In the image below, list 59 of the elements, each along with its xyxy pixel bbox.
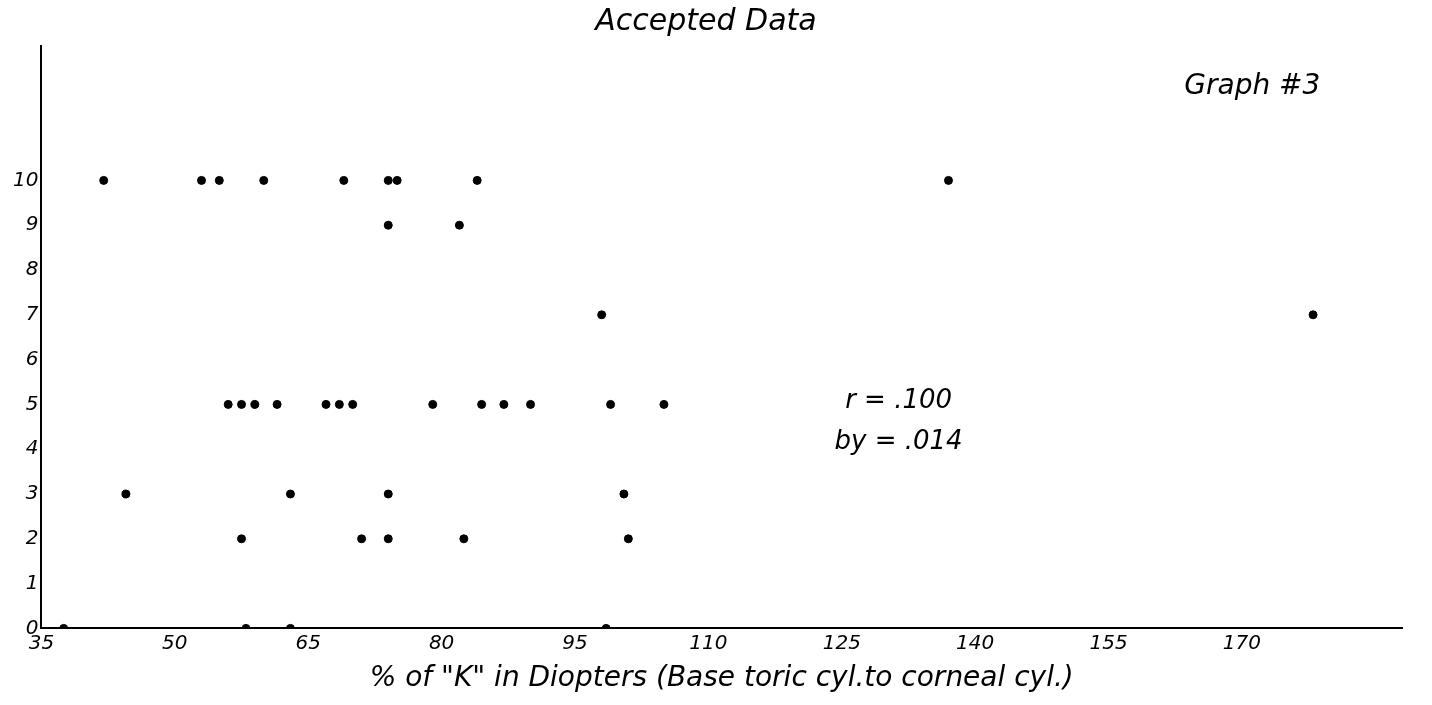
point: [383, 489, 393, 499]
point: [454, 220, 464, 230]
point: [606, 399, 616, 409]
x-tick-label: 65: [295, 629, 321, 654]
point: [197, 175, 207, 185]
point: [459, 534, 469, 544]
y-tick-label: 2: [25, 525, 39, 549]
y-tick-label: 4: [25, 435, 39, 460]
point: [334, 399, 344, 409]
point: [659, 399, 669, 409]
point: [619, 489, 629, 499]
point: [121, 489, 131, 499]
point: [272, 399, 282, 409]
y-tick-label: 8: [25, 256, 39, 281]
point: [943, 175, 953, 185]
point: [392, 175, 402, 185]
point: [597, 310, 607, 320]
point: [499, 399, 509, 409]
x-tick-label: 140: [956, 629, 995, 654]
point: [1308, 310, 1318, 320]
point: [428, 399, 438, 409]
point: [285, 489, 295, 499]
x-tick-label: 110: [689, 629, 728, 654]
point: [237, 534, 247, 544]
y-tick-label: 1: [25, 569, 39, 594]
x-axis-title: % of "K" in Diopters (Base toric cyl.to corneal cyl.): [369, 660, 1074, 694]
point: [250, 399, 260, 409]
y-tick-label: 5: [25, 390, 39, 415]
x-tick-label: 155: [1089, 629, 1128, 654]
point: [348, 399, 358, 409]
x-tick-label: 95: [562, 629, 588, 654]
chart-title: Accepted Data: [593, 1, 817, 37]
point: [259, 175, 269, 185]
x-tick-label: 80: [428, 629, 455, 654]
point: [477, 399, 487, 409]
point: [383, 534, 393, 544]
y-tick-label: 6: [25, 345, 39, 370]
y-tick-label: 10: [13, 166, 39, 191]
point: [321, 399, 331, 409]
x-tick-label: 170: [1222, 629, 1262, 654]
annotation: r = .100: [845, 384, 953, 415]
point: [526, 399, 536, 409]
point: [383, 175, 393, 185]
point: [339, 175, 349, 185]
x-tick-label: 125: [822, 629, 861, 654]
x-tick-label: 50: [162, 629, 188, 654]
y-tick-label: 7: [25, 301, 39, 325]
point: [623, 534, 633, 544]
point: [214, 175, 224, 185]
point: [472, 175, 482, 185]
point: [99, 175, 109, 185]
y-tick-label: 9: [25, 211, 39, 236]
annotation: by = .014: [834, 424, 963, 455]
point: [223, 399, 233, 409]
annotation: Graph #3: [1184, 68, 1321, 102]
y-tick-label: 3: [25, 480, 39, 505]
point: [383, 220, 393, 230]
point: [357, 534, 367, 544]
point: [237, 399, 247, 409]
